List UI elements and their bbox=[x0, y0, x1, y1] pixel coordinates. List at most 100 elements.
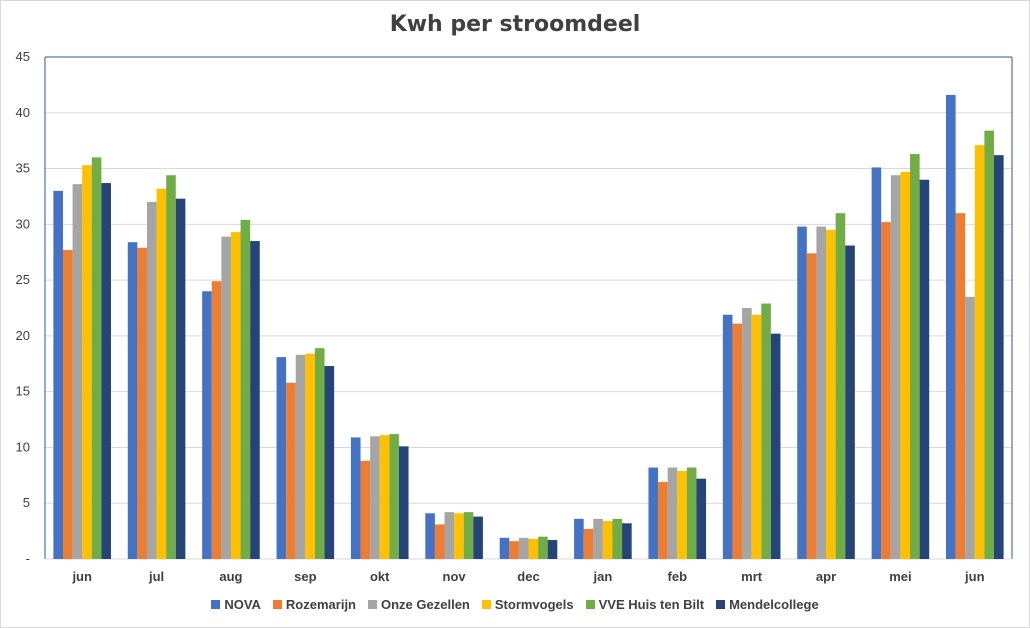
bar-onze-gezellen bbox=[370, 436, 380, 559]
legend-label: VVE Huis ten Bilt bbox=[598, 597, 705, 612]
bar-mendelcollege bbox=[101, 183, 111, 559]
bar-nova bbox=[202, 291, 212, 559]
bar-onze-gezellen bbox=[890, 175, 901, 559]
x-tick-label: apr bbox=[816, 569, 836, 584]
bar-rozemarijn bbox=[62, 249, 73, 560]
bar-vve-huis-ten-bilt bbox=[984, 130, 995, 560]
bar-rozemarijn bbox=[732, 323, 743, 559]
y-tick-label: 5 bbox=[23, 495, 30, 510]
x-tick-label: jun bbox=[964, 569, 985, 584]
bar-onze-gezellen bbox=[965, 296, 975, 559]
bar-nova bbox=[946, 94, 956, 559]
bar-vve-huis-ten-bilt bbox=[761, 303, 771, 559]
bar-onze-gezellen bbox=[295, 354, 306, 559]
legend-item: Onze Gezellen bbox=[368, 597, 470, 612]
bar-vve-huis-ten-bilt bbox=[91, 157, 102, 559]
y-tick-label: 15 bbox=[16, 384, 30, 399]
bar-rozemarijn bbox=[658, 482, 668, 559]
bar-onze-gezellen bbox=[816, 226, 827, 559]
bar-nova bbox=[871, 167, 882, 559]
bar-mendelcollege bbox=[696, 478, 707, 559]
legend-swatch bbox=[716, 600, 726, 609]
bar-stormvogels bbox=[677, 470, 687, 559]
bar-stormvogels bbox=[974, 145, 985, 559]
legend-item: Stormvogels bbox=[481, 597, 574, 612]
y-tick-label: 20 bbox=[16, 328, 30, 343]
bar-rozemarijn bbox=[583, 528, 594, 559]
bar-nova bbox=[53, 190, 63, 559]
bar-onze-gezellen bbox=[221, 236, 231, 560]
bar-vve-huis-ten-bilt bbox=[835, 213, 846, 559]
bar-nova bbox=[350, 437, 361, 559]
y-tick-label: 30 bbox=[16, 216, 30, 231]
bar-rozemarijn bbox=[881, 222, 891, 559]
bar-nova bbox=[499, 537, 510, 559]
x-tick-label: mrt bbox=[741, 569, 763, 584]
bar-mendelcollege bbox=[547, 540, 558, 559]
bar-rozemarijn bbox=[137, 247, 147, 559]
bar-stormvogels bbox=[826, 229, 836, 559]
legend-item: Mendelcollege bbox=[716, 597, 819, 612]
bar-mendelcollege bbox=[770, 333, 781, 559]
bar-onze-gezellen bbox=[444, 512, 455, 559]
bar-rozemarijn bbox=[806, 253, 817, 560]
bar-mendelcollege bbox=[622, 523, 632, 559]
bar-mendelcollege bbox=[250, 241, 260, 560]
legend-swatch bbox=[585, 600, 595, 609]
bar-onze-gezellen bbox=[72, 184, 83, 559]
bar-stormvogels bbox=[82, 165, 92, 559]
bar-stormvogels bbox=[900, 171, 911, 559]
x-tick-label: nov bbox=[443, 569, 467, 584]
bar-stormvogels bbox=[379, 435, 390, 559]
bar-vve-huis-ten-bilt bbox=[538, 536, 548, 559]
bar-mendelcollege bbox=[919, 179, 930, 559]
y-tick-label: 10 bbox=[16, 439, 30, 454]
bar-mendelcollege bbox=[398, 446, 409, 559]
bar-mendelcollege bbox=[175, 198, 186, 560]
legend-item: NOVA bbox=[211, 597, 261, 612]
bar-rozemarijn bbox=[509, 541, 519, 559]
bar-onze-gezellen bbox=[593, 518, 603, 559]
legend-label: Stormvogels bbox=[494, 597, 574, 612]
bar-nova bbox=[797, 226, 807, 559]
bar-stormvogels bbox=[230, 232, 241, 560]
legend-item: VVE Huis ten Bilt bbox=[585, 597, 705, 612]
bar-rozemarijn bbox=[211, 281, 222, 559]
bar-rozemarijn bbox=[955, 213, 966, 559]
y-tick-label: 40 bbox=[16, 105, 30, 120]
legend-label: Rozemarijn bbox=[285, 597, 356, 612]
x-tick-label: sep bbox=[294, 569, 316, 584]
x-tick-label: dec bbox=[517, 569, 539, 584]
bar-onze-gezellen bbox=[742, 308, 752, 559]
bar-stormvogels bbox=[602, 521, 613, 559]
bar-mendelcollege bbox=[473, 516, 483, 559]
legend: NOVA Rozemarijn Onze Gezellen Stormvogels VV… bbox=[0, 597, 1030, 612]
bar-nova bbox=[574, 518, 584, 559]
bar-stormvogels bbox=[156, 188, 167, 559]
bar-vve-huis-ten-bilt bbox=[166, 175, 176, 559]
bar-stormvogels bbox=[528, 538, 539, 559]
y-tick-label: 45 bbox=[16, 49, 30, 64]
legend-label: Onze Gezellen bbox=[381, 597, 470, 612]
legend-label: Mendelcollege bbox=[729, 597, 819, 612]
bar-stormvogels bbox=[305, 353, 315, 559]
bar-rozemarijn bbox=[434, 524, 445, 559]
x-tick-label: aug bbox=[219, 569, 242, 584]
bar-vve-huis-ten-bilt bbox=[240, 219, 251, 560]
bar-mendelcollege bbox=[994, 155, 1004, 559]
y-tick-label: 35 bbox=[16, 161, 30, 176]
bar-vve-huis-ten-bilt bbox=[463, 512, 474, 559]
bar-nova bbox=[722, 314, 733, 559]
bar-mendelcollege bbox=[845, 245, 855, 560]
x-tick-label: okt bbox=[370, 569, 390, 584]
x-tick-label: mei bbox=[889, 569, 911, 584]
bar-nova bbox=[127, 242, 138, 559]
y-tick-label: - bbox=[26, 551, 30, 566]
y-tick-label: 25 bbox=[16, 272, 30, 287]
legend-swatch bbox=[481, 600, 491, 609]
bar-nova bbox=[276, 357, 287, 559]
bar-vve-huis-ten-bilt bbox=[686, 467, 697, 559]
bar-mendelcollege bbox=[324, 366, 335, 559]
legend-item: Rozemarijn bbox=[272, 597, 356, 612]
legend-swatch bbox=[211, 600, 221, 609]
